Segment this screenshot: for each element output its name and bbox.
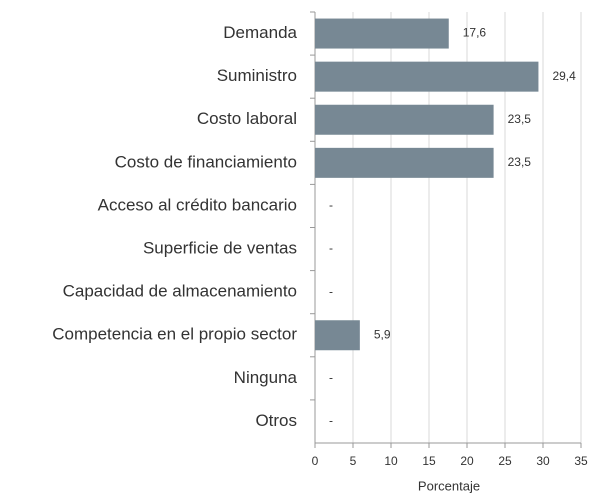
y-tick-label: Otros (255, 411, 297, 430)
x-tick-label: 30 (536, 454, 550, 468)
value-label: - (329, 371, 333, 385)
bar (315, 320, 360, 351)
bar (315, 18, 449, 49)
y-tick-label: Acceso al crédito bancario (98, 195, 297, 214)
y-tick-label: Suministro (217, 66, 297, 85)
x-tick-label: 10 (384, 454, 398, 468)
x-tick-label: 15 (422, 454, 436, 468)
value-label: 5,9 (374, 327, 391, 341)
x-tick-label: 20 (460, 454, 474, 468)
bar (315, 61, 539, 92)
x-axis-label: Porcentaje (418, 478, 480, 493)
bar (315, 104, 494, 135)
value-label: - (329, 241, 333, 255)
y-tick-label: Costo laboral (197, 109, 297, 128)
y-tick-label: Capacidad de almacenamiento (63, 282, 297, 301)
y-tick-label: Costo de financiamiento (115, 152, 297, 171)
y-tick-label: Competencia en el propio sector (52, 325, 297, 344)
value-label: - (329, 284, 333, 298)
value-label: - (329, 414, 333, 428)
value-label: 23,5 (508, 155, 532, 169)
value-label: 29,4 (552, 69, 576, 83)
value-label: 23,5 (508, 112, 532, 126)
y-tick-label: Demanda (223, 23, 297, 42)
x-tick-label: 35 (574, 454, 588, 468)
value-label: - (329, 198, 333, 212)
x-tick-label: 5 (350, 454, 357, 468)
value-label: 17,6 (463, 26, 487, 40)
y-tick-label: Superficie de ventas (143, 239, 297, 258)
x-tick-label: 25 (498, 454, 512, 468)
x-tick-label: 0 (312, 454, 319, 468)
bar (315, 147, 494, 178)
y-tick-label: Ninguna (234, 368, 298, 387)
